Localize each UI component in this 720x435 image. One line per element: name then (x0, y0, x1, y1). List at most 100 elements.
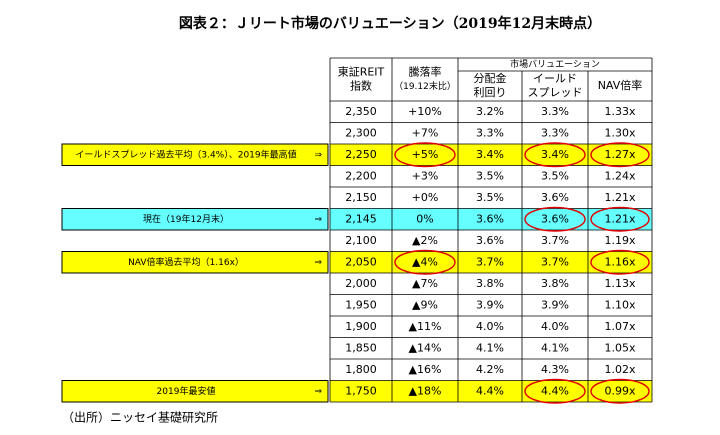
table-cell: 1,850 (345, 341, 377, 354)
label-box (61, 251, 329, 274)
row-highlight (330, 380, 652, 402)
table-cell: 4.3% (541, 363, 569, 376)
table-cell: ▲7% (412, 277, 438, 290)
table-cell: 4.1% (541, 341, 569, 354)
table-cell: ▲14% (409, 341, 442, 354)
table-cell: 3.5% (476, 191, 504, 204)
table-cell: 2,150 (345, 191, 377, 204)
table-cell: 0.99x (604, 384, 635, 397)
row-highlight (330, 208, 652, 230)
table-cell: ▲16% (409, 363, 442, 376)
table-cell: 4.1% (476, 341, 504, 354)
circle-mark (524, 206, 586, 232)
table-cell: ▲4% (412, 255, 438, 268)
source-note: （出所）ニッセイ基礎研究所 (62, 410, 218, 425)
table-cell: 2,145 (345, 212, 377, 225)
table-cell: 3.3% (476, 126, 504, 139)
table-cell: 2,100 (345, 234, 377, 247)
table-cell: 1.21x (604, 212, 635, 225)
table-cell: 3.8% (541, 277, 569, 290)
table-cell: 1.27x (604, 148, 635, 161)
table-cell: 3.6% (541, 191, 569, 204)
circle-mark (590, 142, 650, 168)
circle-mark (524, 142, 586, 168)
table-cell: 3.7% (476, 255, 504, 268)
table-cell: 1,900 (345, 320, 377, 333)
label-box (61, 380, 329, 403)
circle-mark (524, 378, 586, 404)
column-header: 利回り (474, 86, 507, 99)
table-cell: 4.4% (541, 384, 569, 397)
table-cell: 4.2% (476, 363, 504, 376)
table-cell: ▲2% (412, 234, 438, 247)
row-arrow: ⇒ (314, 258, 322, 268)
table-cell: 3.4% (476, 148, 504, 161)
table-cell: 3.8% (476, 277, 504, 290)
table-cell: 2,050 (345, 255, 377, 268)
table-cell: 1.33x (604, 105, 635, 118)
table-cell: 4.0% (476, 320, 504, 333)
table-cell: +3% (412, 169, 439, 182)
column-header: 分配金 (474, 71, 507, 85)
table-cell: 3.9% (476, 298, 504, 311)
table-cell: 3.3% (541, 126, 569, 139)
table-cell: 0% (416, 212, 433, 225)
table-cell: 1.10x (604, 298, 635, 311)
circle-mark (394, 142, 456, 168)
table-cell: +5% (412, 148, 439, 161)
group-header: 市場バリュエーション (510, 58, 600, 70)
row-label: NAV倍率過去平均（1.16x） (128, 256, 244, 268)
column-header: 騰落率 (409, 65, 442, 79)
table-cell: 3.6% (541, 212, 569, 225)
row-arrow: ⇒ (314, 150, 322, 160)
table-cell: 3.4% (541, 148, 569, 161)
label-box (61, 208, 329, 231)
table-cell: 1,750 (345, 384, 377, 397)
table-cell: 1.16x (604, 255, 635, 268)
row-highlight (330, 144, 652, 166)
circle-mark (394, 249, 456, 275)
table-cell: 1.24x (604, 169, 635, 182)
table-cell: 3.5% (476, 169, 504, 182)
row-arrow: ⇒ (314, 387, 322, 397)
circle-mark (590, 378, 650, 404)
column-header: NAV倍率 (598, 78, 643, 92)
table-cell: 2,350 (345, 105, 377, 118)
table-cell: 1.02x (604, 363, 635, 376)
table-cell: 3.6% (476, 212, 504, 225)
table-cell: ▲11% (409, 320, 442, 333)
table-cell: 2,300 (345, 126, 377, 139)
column-header: イールド (533, 72, 577, 85)
table-cell: 1.13x (604, 277, 635, 290)
row-label: 2019年最安値 (157, 385, 216, 397)
table-cell: 1.07x (604, 320, 635, 333)
column-header: スプレッド (528, 86, 583, 99)
table-cell: +10% (408, 105, 442, 118)
table-cell: 3.5% (541, 169, 569, 182)
row-label: 現在（19年12月末） (143, 213, 229, 225)
column-header: 指数 (350, 79, 372, 93)
table-cell: 3.3% (541, 105, 569, 118)
table-cell: 2,200 (345, 169, 377, 182)
column-header: 東証REIT (338, 66, 385, 79)
column-header: （19.12末比） (394, 80, 456, 92)
table-cell: 1.30x (604, 126, 635, 139)
table-cell: 1.19x (604, 234, 635, 247)
table-cell: 2,000 (345, 277, 377, 290)
table-cell: 4.0% (541, 320, 569, 333)
label-box (61, 143, 329, 166)
table-cell: 3.2% (476, 105, 504, 118)
table-cell: ▲18% (409, 384, 442, 397)
table-cell: 1,800 (345, 363, 377, 376)
table-cell: ▲9% (412, 298, 438, 311)
circle-mark (590, 249, 650, 275)
table-cell: +0% (412, 191, 439, 204)
table-cell: +7% (412, 126, 439, 139)
table-cell: 1.21x (604, 191, 635, 204)
circle-mark (590, 206, 650, 232)
table-cell: 3.6% (476, 234, 504, 247)
row-arrow: ⇒ (314, 215, 322, 225)
table-cell: 4.4% (476, 384, 504, 397)
